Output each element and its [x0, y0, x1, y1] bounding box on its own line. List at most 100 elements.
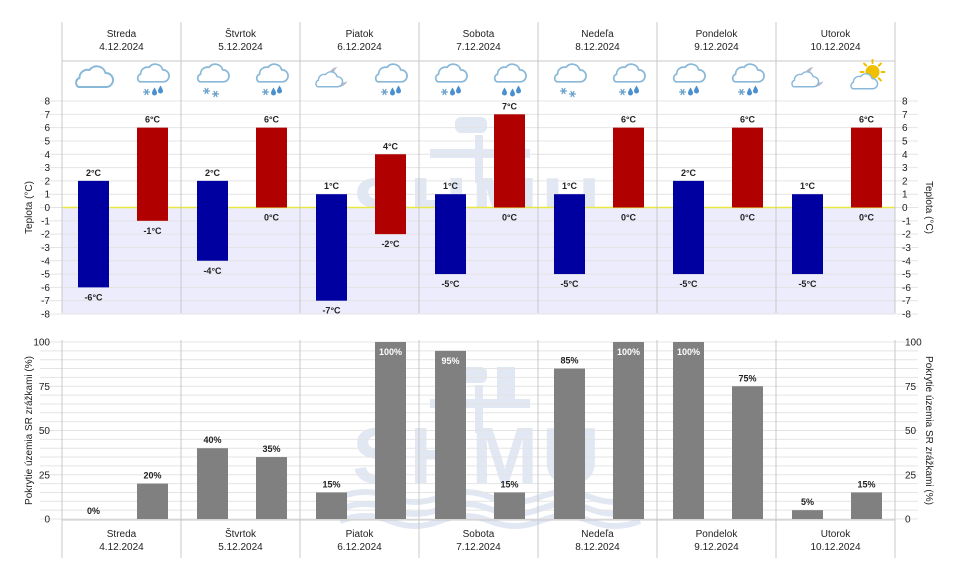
cloud-moon-icon	[315, 67, 348, 88]
temp-label-min-day: 0°C	[264, 213, 280, 223]
temp-label-max-night: 1°C	[562, 181, 578, 191]
header-day-date: 10.12.2024	[810, 42, 860, 53]
temp-bar-day	[732, 127, 763, 208]
temp-label-min-day: 0°C	[740, 213, 756, 223]
snow-cloud-icon	[553, 63, 587, 98]
footer-day-date: 7.12.2024	[456, 542, 501, 553]
temp-bar-night	[554, 194, 585, 275]
footer-day-name: Utorok	[821, 529, 851, 540]
precip-label-first-half: 100%	[677, 347, 700, 357]
temp-label-max-day: 6°C	[621, 115, 637, 125]
precip-label-second-half: 35%	[262, 444, 280, 454]
temp-label-min-night: -5°C	[679, 279, 698, 289]
temp-label-max-night: 2°C	[205, 168, 221, 178]
precip-ytick-right: 25	[905, 470, 917, 481]
header-day-date: 4.12.2024	[99, 42, 144, 53]
precip-bar-first-half	[554, 368, 585, 519]
header-day-date: 8.12.2024	[575, 42, 620, 53]
header-day-name: Streda	[107, 29, 137, 40]
temp-bar-night	[197, 180, 228, 261]
footer-day-name: Sobota	[463, 529, 495, 540]
precip-bar-second-half	[137, 483, 168, 519]
temp-ytick-left: 8	[44, 97, 50, 108]
sun-cloud-icon	[850, 59, 886, 90]
temp-label-min-day: -2°C	[381, 239, 400, 249]
temp-bar-day	[613, 127, 644, 208]
temp-ytick-right: -5	[902, 270, 911, 281]
snow-rain-cloud-icon	[374, 63, 408, 96]
precip-label-first-half: 0%	[87, 506, 100, 516]
temp-label-max-night: 2°C	[86, 168, 102, 178]
precip-ytick-right: 50	[905, 426, 917, 437]
header-day-name: Piatok	[346, 29, 375, 40]
precip-bar-first-half	[673, 342, 704, 519]
header-day-name: Sobota	[463, 29, 495, 40]
precip-ylabel-left: Pokrytie územia SR zrážkami (%)	[24, 356, 35, 505]
footer-day-name: Pondelok	[696, 529, 739, 540]
footer-day-name: Streda	[107, 529, 137, 540]
precip-label-second-half: 100%	[379, 347, 402, 357]
temp-bar-night	[435, 194, 466, 275]
temp-ytick-left: -2	[41, 230, 50, 241]
header-day-name: Nedeľa	[581, 29, 614, 40]
temp-ytick-left: 7	[44, 110, 50, 121]
temp-ytick-right: -3	[902, 243, 911, 254]
temp-label-min-night: -5°C	[560, 279, 579, 289]
temp-bar-night	[792, 194, 823, 275]
watermark-wave	[338, 513, 642, 529]
temp-ytick-left: -8	[41, 310, 50, 321]
temp-label-max-day: 6°C	[740, 115, 756, 125]
snow-rain-cloud-icon	[612, 63, 646, 96]
temp-ytick-right: -4	[902, 256, 911, 267]
header-day-date: 6.12.2024	[337, 42, 382, 53]
temp-label-max-night: 1°C	[324, 181, 340, 191]
precip-bar-second-half	[494, 492, 525, 519]
precip-label-first-half: 15%	[322, 479, 340, 489]
temp-ytick-right: -7	[902, 296, 911, 307]
header-day-date: 7.12.2024	[456, 42, 501, 53]
temp-label-min-night: -5°C	[441, 279, 460, 289]
precip-bar-first-half	[435, 350, 466, 519]
temp-bar-day	[494, 114, 525, 208]
precip-bar-first-half	[197, 448, 228, 519]
precip-ytick-right: 75	[905, 382, 917, 393]
temp-ytick-right: -2	[902, 230, 911, 241]
temp-bar-day	[851, 127, 882, 208]
header-day-date: 5.12.2024	[218, 42, 263, 53]
precip-ylabel-right: Pokrytie územia SR zrážkami (%)	[923, 356, 934, 505]
temp-ytick-left: -5	[41, 270, 50, 281]
temp-ytick-left: -3	[41, 243, 50, 254]
temp-label-min-day: 0°C	[859, 213, 875, 223]
temp-label-max-day: 6°C	[264, 115, 280, 125]
precip-bar-second-half	[256, 457, 287, 519]
temp-ytick-right: 0	[902, 203, 908, 214]
temp-ytick-left: 2	[44, 176, 50, 187]
temp-label-max-night: 1°C	[800, 181, 816, 191]
temp-ytick-right: 4	[902, 150, 908, 161]
temp-label-min-night: -5°C	[798, 279, 817, 289]
footer-day-name: Štvrtok	[225, 527, 257, 540]
precip-ytick-left: 100	[33, 338, 50, 349]
precip-label-first-half: 5%	[801, 497, 814, 507]
precip-ytick-left: 25	[39, 470, 51, 481]
header-day-name: Utorok	[821, 29, 851, 40]
precip-label-first-half: 85%	[560, 356, 578, 366]
header-day-date: 9.12.2024	[694, 42, 739, 53]
temp-ytick-right: 7	[902, 110, 908, 121]
temp-ylabel-left: Teplota (°C)	[24, 181, 35, 234]
snow-rain-cloud-icon	[434, 63, 468, 96]
temp-label-min-night: -4°C	[203, 266, 222, 276]
footer-day-date: 9.12.2024	[694, 542, 739, 553]
precip-label-second-half: 75%	[738, 373, 756, 383]
precip-label-second-half: 100%	[617, 347, 640, 357]
temp-ytick-right: -1	[902, 216, 911, 227]
footer-day-date: 8.12.2024	[575, 542, 620, 553]
precip-label-first-half: 95%	[441, 356, 459, 366]
precip-ytick-left: 75	[39, 382, 51, 393]
temp-ytick-left: 6	[44, 123, 50, 134]
temp-ylabel-right: Teplota (°C)	[923, 181, 934, 234]
temp-ytick-right: 5	[902, 136, 908, 147]
temp-bar-day	[256, 127, 287, 208]
precip-bar-second-half	[732, 386, 763, 519]
